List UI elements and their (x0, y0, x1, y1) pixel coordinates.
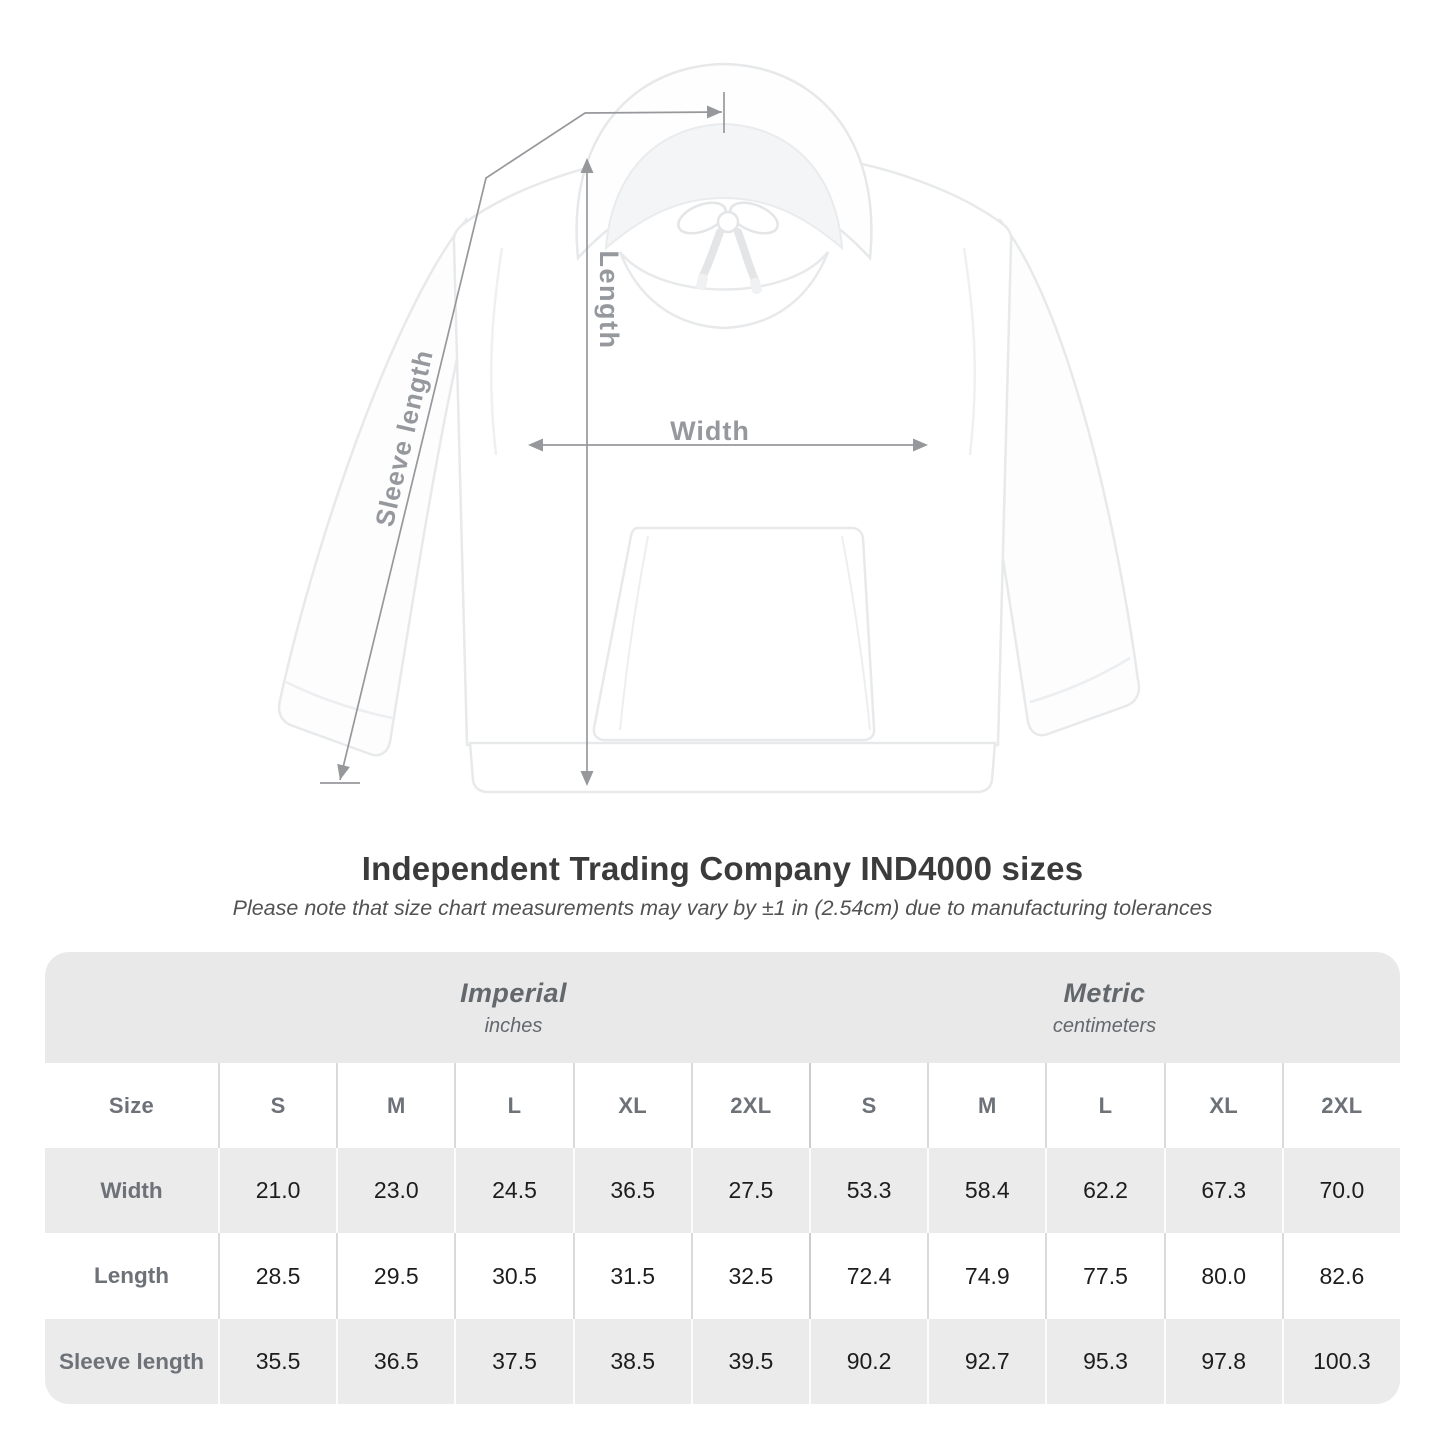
left-sleeve (277, 216, 474, 757)
value-cell: 72.4 (808, 1233, 927, 1319)
value-cell: 28.5 (218, 1233, 336, 1319)
value-cell: 39.5 (690, 1319, 809, 1404)
hood-opening (604, 122, 844, 251)
imperial-size-2xl: 2XL (690, 1063, 809, 1148)
arrow-up-icon (580, 158, 594, 173)
imperial-size-s: S (218, 1063, 336, 1148)
arrow-right-icon (707, 105, 722, 119)
page-title: Independent Trading Company IND4000 size… (361, 850, 1084, 887)
arrow-right2-icon (913, 438, 928, 452)
left-cuff-seam (285, 680, 393, 720)
pocket-left-opening-seam (619, 535, 649, 731)
value-cell: 74.9 (927, 1233, 1045, 1319)
imperial-size-l: L (454, 1063, 572, 1148)
value-cell: 38.5 (572, 1319, 691, 1404)
value-cell: 32.5 (690, 1233, 809, 1319)
value-cell: 92.7 (927, 1319, 1045, 1404)
length-measure-label: Length (594, 251, 624, 350)
kangaroo-pocket (592, 526, 876, 742)
value-cell: 58.4 (927, 1148, 1045, 1233)
value-cell: 30.5 (454, 1233, 572, 1319)
size-header-row: Size S M L XL 2XL S M L XL 2XL (45, 1063, 1400, 1148)
value-cell: 62.2 (1045, 1148, 1163, 1233)
value-cell: 21.0 (218, 1148, 336, 1233)
width-measure-label: Width (670, 416, 750, 446)
value-cell: 31.5 (572, 1233, 691, 1319)
size-column-header: Size (108, 1092, 155, 1118)
left-armhole-seam (489, 247, 504, 456)
imperial-label: Imperial (460, 977, 567, 1008)
metric-unit: centimeters (1052, 1014, 1157, 1037)
table-row-length: Length 28.5 29.5 30.5 31.5 32.5 72.4 74.… (45, 1233, 1400, 1319)
metric-size-xl: XL (1163, 1063, 1282, 1148)
imperial-group-header: Imperial inches (218, 952, 809, 1063)
value-cell: 90.2 (808, 1319, 927, 1404)
tolerance-note: Please note that size chart measurements… (232, 896, 1213, 920)
value-cell: 95.3 (1045, 1319, 1163, 1404)
measurement-arrowheads (337, 105, 928, 786)
right-armhole-seam (962, 247, 977, 456)
table-row-width: Width 21.0 23.0 24.5 36.5 27.5 53.3 58.4… (45, 1148, 1400, 1233)
metric-size-2xl: 2XL (1281, 1063, 1400, 1148)
value-cell: 53.3 (808, 1148, 927, 1233)
value-cell: 23.0 (336, 1148, 454, 1233)
value-cell: 67.3 (1163, 1148, 1282, 1233)
hoodie-measurement-diagram: Length Width Sleeve length (277, 62, 1141, 794)
unit-group-row: Imperial inches Metric centimeters (45, 952, 1400, 1063)
value-cell: 29.5 (336, 1233, 454, 1319)
value-cell: 24.5 (454, 1148, 572, 1233)
value-cell: 35.5 (218, 1319, 336, 1404)
measurement-lines (320, 92, 926, 784)
arrow-down-left-icon (337, 763, 350, 780)
metric-size-m: M (927, 1063, 1045, 1148)
hoodie-body (452, 156, 1013, 747)
size-chart-table: Imperial inches Metric centimeters Size … (45, 952, 1400, 1404)
value-cell: 37.5 (454, 1319, 572, 1404)
value-cell: 70.0 (1281, 1148, 1400, 1233)
value-cell: 36.5 (572, 1148, 691, 1233)
metric-size-l: L (1045, 1063, 1163, 1148)
imperial-size-m: M (336, 1063, 454, 1148)
value-cell: 82.6 (1281, 1233, 1400, 1319)
arrow-down-icon (580, 771, 594, 786)
value-cell: 36.5 (336, 1319, 454, 1404)
value-cell: 100.3 (1281, 1319, 1400, 1404)
value-cell: 77.5 (1045, 1233, 1163, 1319)
value-cell: 97.8 (1163, 1319, 1282, 1404)
pocket-right-opening-seam (841, 535, 871, 731)
imperial-unit: inches (484, 1014, 543, 1037)
drawstring-bow (677, 201, 779, 295)
row-label: Sleeve length (58, 1348, 205, 1374)
metric-size-s: S (808, 1063, 927, 1148)
right-cuff-seam (1029, 656, 1131, 704)
table-row-sleeve-length: Sleeve length 35.5 36.5 37.5 38.5 39.5 9… (45, 1319, 1400, 1404)
imperial-size-xl: XL (572, 1063, 691, 1148)
value-cell: 27.5 (690, 1148, 809, 1233)
row-label: Width (100, 1177, 163, 1203)
arrow-left-icon (528, 438, 543, 452)
metric-label: Metric (1063, 977, 1146, 1008)
sleeve-length-line (339, 111, 723, 781)
row-label: Length (94, 1263, 169, 1288)
hem-band (468, 741, 997, 794)
value-cell: 80.0 (1163, 1233, 1282, 1319)
metric-group-header: Metric centimeters (809, 952, 1400, 1063)
